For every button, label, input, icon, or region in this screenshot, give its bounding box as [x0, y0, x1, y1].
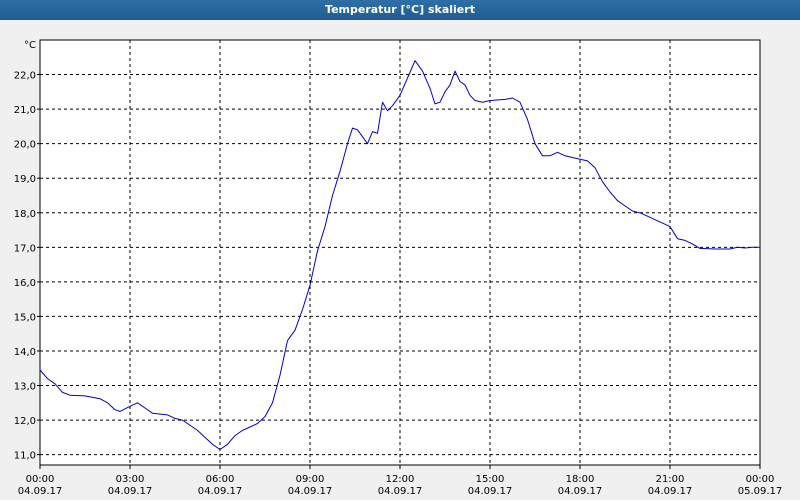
axis-ticks: 11,0 12,0 13,0 14,0 15,0 16,0 17,0 18,0 19,0 20,0… — [14, 71, 783, 497]
x-tick-time-label: 09:00 — [296, 474, 325, 485]
temperature-series-line — [39, 60, 760, 450]
y-tick-label: 22,0 — [14, 71, 36, 82]
y-tick-label: 21,0 — [14, 105, 36, 116]
y-tick-label: 12,0 — [14, 416, 36, 427]
y-axis-label: °C — [24, 40, 36, 51]
y-tick-label: 15,0 — [14, 312, 36, 323]
x-tick-date-label: 05.09.17 — [738, 486, 783, 497]
x-tick-date-label: 04.09.17 — [18, 486, 63, 497]
x-tick-time-label: 15:00 — [476, 474, 505, 485]
y-tick-label: 14,0 — [14, 347, 36, 358]
x-tick-date-label: 04.09.17 — [108, 486, 153, 497]
x-tick-date-label: 04.09.17 — [198, 486, 243, 497]
x-tick-time-label: 03:00 — [116, 474, 145, 485]
x-tick-time-label: 00:00 — [26, 474, 55, 485]
y-tick-label: 20,0 — [14, 140, 36, 151]
y-tick-label: 17,0 — [14, 243, 36, 254]
x-tick-date-label: 04.09.17 — [378, 486, 423, 497]
line-chart: 11,0 12,0 13,0 14,0 15,0 16,0 17,0 18,0 19,0 20,0… — [14, 39, 783, 497]
x-tick-date-label: 04.09.17 — [558, 486, 603, 497]
x-tick-date-label: 04.09.17 — [468, 486, 513, 497]
y-tick-label: 11,0 — [14, 451, 36, 462]
x-tick-time-label: 00:00 — [746, 474, 775, 485]
window-title: Temperatur [°C] skaliert — [0, 0, 800, 20]
x-tick-time-label: 21:00 — [656, 474, 685, 485]
x-tick-date-label: 04.09.17 — [288, 486, 333, 497]
y-tick-label: 16,0 — [14, 278, 36, 289]
x-tick-date-label: 04.09.17 — [648, 486, 693, 497]
x-tick-time-label: 06:00 — [206, 474, 235, 485]
y-tick-label: 19,0 — [14, 174, 36, 185]
series-layer — [39, 60, 760, 450]
x-tick-time-label: 18:00 — [566, 474, 595, 485]
y-tick-label: 13,0 — [14, 382, 36, 393]
grid-lines — [40, 40, 760, 465]
x-tick-time-label: 12:00 — [386, 474, 415, 485]
y-tick-label: 18,0 — [14, 209, 36, 220]
